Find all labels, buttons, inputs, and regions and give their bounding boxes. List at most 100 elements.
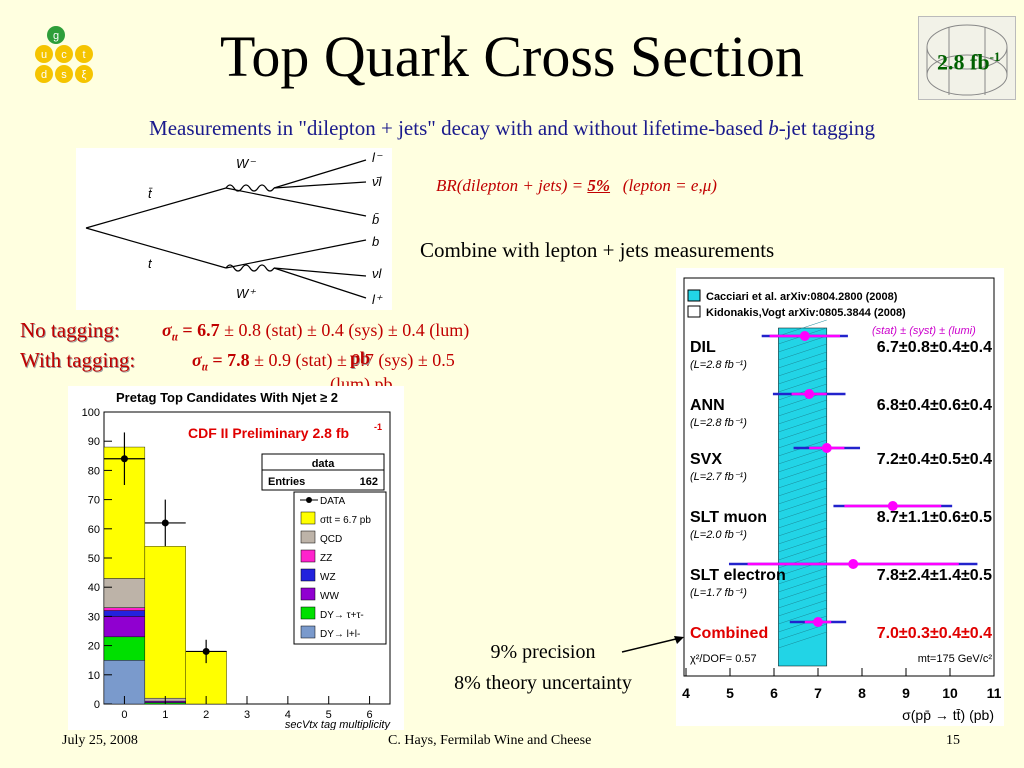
- detector-sketch-icon: [926, 24, 1008, 96]
- theory-hatch: [778, 423, 827, 441]
- mt-label: mt=175 GeV/c²: [918, 653, 993, 665]
- no-tagging-sub: tt: [171, 331, 178, 344]
- measurement-lumi: (L=2.8 fb⁻¹): [690, 359, 747, 371]
- measurement-point: [813, 617, 823, 627]
- no-tagging-result: σtt = 6.7 ± 0.8 (stat) ± 0.4 (sys) ± 0.4…: [162, 320, 469, 344]
- theory-hatch: [778, 359, 827, 377]
- measurement-name: DIL: [690, 339, 716, 356]
- xs-xtick-label: 9: [902, 685, 910, 701]
- logo-letter: u: [41, 49, 47, 61]
- logo-ball: [75, 45, 93, 63]
- xs-frame: [683, 277, 995, 677]
- xs-xtick-label: 10: [942, 685, 958, 701]
- logo-ball: [55, 45, 73, 63]
- legend-label: ZZ: [320, 553, 332, 564]
- theory-hatch: [778, 559, 827, 577]
- legend-swatch: [300, 625, 316, 639]
- legend-swatch: [300, 549, 316, 563]
- quark-logo: gu c t d s ξ: [35, 26, 93, 83]
- subtitle-tail: -jet tagging: [778, 116, 875, 140]
- logo-ball: [35, 65, 53, 83]
- hist-bar-segment: [103, 578, 146, 608]
- hist-xtick-label: 4: [285, 709, 291, 721]
- legend-label: WZ: [320, 572, 336, 583]
- logo-letter: t: [82, 49, 85, 61]
- feyn-label-lminus: l⁻: [372, 150, 383, 165]
- measurement-point: [887, 501, 898, 511]
- hist-ytick-label: 90: [88, 436, 100, 448]
- feyn-label-tbar: t̄: [148, 186, 153, 201]
- measurement-name: SVX: [690, 451, 722, 468]
- hist-bar-segment: [103, 607, 146, 611]
- legend-swatch-cacciari: [687, 289, 701, 302]
- hist-xtick-label: 5: [326, 709, 332, 721]
- logo-ball: [47, 26, 65, 44]
- footer-date: July 25, 2008: [62, 733, 138, 748]
- theory-hatch: [778, 599, 827, 617]
- theory-hatch: [778, 519, 827, 537]
- hist-xtick-label: 3: [244, 709, 250, 721]
- lumi-badge-sup: -1: [989, 49, 1001, 64]
- precision-line-1: 9% precision: [490, 641, 596, 663]
- xs-xtick-label: 5: [726, 685, 734, 701]
- subtitle-main: Measurements in "dilepton + jets" decay …: [149, 116, 769, 140]
- theory-hatch: [778, 471, 827, 489]
- br-text: BR(dilepton + jets) =: [436, 176, 588, 195]
- legend-cacciari: Cacciari et al. arXiv:0804.2800 (2008): [706, 291, 898, 303]
- theory-hatch: [778, 383, 827, 401]
- hist-xtick-label: 1: [162, 709, 168, 721]
- hist-ytick-label: 20: [88, 641, 100, 653]
- chi2-label: χ²/DOF= 0.57: [690, 653, 757, 665]
- hist-title: Pretag Top Candidates With Njet ≥ 2: [116, 390, 338, 405]
- logo-letter: ξ: [82, 69, 87, 81]
- hist-ytick-label: 40: [88, 582, 100, 594]
- xs-xtick-label: 11: [987, 685, 1002, 701]
- hist-ytick-label: 30: [88, 611, 100, 623]
- legend-swatch: [300, 606, 316, 620]
- feyn-label-wminus: W⁻: [236, 156, 256, 171]
- feyn-label-nu: νl: [372, 266, 383, 281]
- footer-center: C. Hays, Fermilab Wine and Cheese: [388, 733, 592, 748]
- logo-ball: [35, 45, 53, 63]
- measurement-name: Combined: [690, 625, 768, 642]
- lumi-badge: 2.8 fb-1: [918, 16, 1016, 100]
- hist-xtick-label: 0: [121, 709, 127, 721]
- overlap-pb: pb: [350, 348, 371, 368]
- hist-prelim-sup: -1: [374, 422, 382, 432]
- theory-hatch: [778, 495, 827, 513]
- theory-hatch: [778, 583, 827, 601]
- logo-letter: c: [61, 49, 67, 61]
- hist-xlabel: secVtx tag multiplicity: [285, 719, 392, 730]
- measurement-point: [804, 389, 815, 399]
- no-tagging-sigma: σ: [162, 320, 172, 340]
- feyn-label-wplus: W⁺: [236, 286, 256, 301]
- legend-swatch: [300, 511, 316, 525]
- with-tagging-sub: tt: [201, 361, 208, 374]
- xs-xtick-label: 6: [770, 685, 778, 701]
- logo-letter: s: [61, 69, 67, 81]
- with-tagging-value: = 7.8: [207, 350, 250, 370]
- measurement-value: 7.0±0.3±0.4±0.4: [877, 625, 992, 642]
- hist-xtick-label: 2: [203, 709, 209, 721]
- with-tagging-label: With tagging:: [20, 348, 136, 372]
- feyn-label-lplus: l⁺: [372, 292, 383, 307]
- legend-label: DY→ τ+τ-: [320, 610, 364, 621]
- measurement-name: SLT electron: [690, 567, 786, 584]
- no-tagging-rest: ± 0.8 (stat) ± 0.4 (sys) ± 0.4 (lum): [219, 320, 470, 340]
- feyn-label-b: b: [372, 234, 379, 249]
- theory-hatch: [778, 543, 827, 561]
- theory-hatch: [778, 487, 827, 505]
- theory-hatch: [778, 527, 827, 545]
- theory-hatch: [778, 511, 827, 529]
- measurement-value: 8.7±1.1±0.6±0.5: [877, 509, 992, 526]
- measurement-name: SLT muon: [690, 509, 767, 526]
- branching-ratio-text: BR(dilepton + jets) = 5% (lepton = e,μ): [436, 176, 717, 196]
- logo-letter: d: [41, 69, 47, 81]
- footer-page-number: 15: [946, 733, 960, 748]
- measurement-lumi: (L=2.7 fb⁻¹): [690, 471, 747, 483]
- br-value: 5%: [587, 176, 611, 195]
- theory-hatch: [778, 367, 827, 385]
- stats-name: data: [312, 458, 336, 470]
- feyn-label-nubar: ν̄l: [372, 174, 383, 189]
- feyn-label-t: t: [148, 256, 153, 271]
